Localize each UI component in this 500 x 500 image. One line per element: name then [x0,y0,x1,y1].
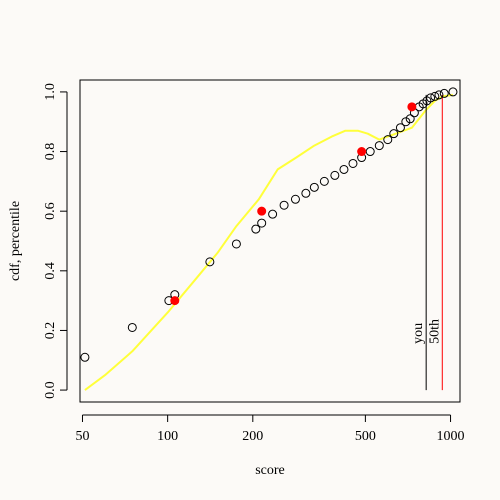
open-point [395,123,405,133]
x-axis: 50 100 200 500 1000 [75,414,465,444]
open-point [301,188,311,198]
open-point [319,176,329,186]
open-point [309,182,319,192]
open-point [279,200,289,210]
open-point [205,257,215,267]
open-point [339,164,349,174]
open-point [127,322,137,332]
open-point [257,218,267,228]
open-point [383,135,393,145]
red-point [357,147,367,157]
open-point [448,87,458,97]
x-tick-label: 500 [355,429,376,444]
open-point [268,209,278,219]
x-tick-label: 200 [242,429,263,444]
open-point [231,239,241,249]
open-points [80,87,458,362]
y-tick-label: 0.2 [43,322,58,340]
y-tick-label: 0.8 [43,143,58,161]
open-point [389,129,399,139]
open-point [439,88,449,98]
open-point [290,194,300,204]
x-tick-label: 50 [75,429,89,444]
y-tick-label: 0.0 [43,381,58,399]
vline-label: you [411,323,426,344]
open-point [405,114,415,124]
cdf-line [84,93,454,391]
reference-lines: you 50th [411,94,443,391]
y-tick-label: 0.6 [43,202,58,220]
open-point [374,141,384,151]
open-point [251,224,261,234]
x-tick-label: 1000 [437,429,465,444]
red-point [407,102,417,112]
open-point [430,91,440,101]
open-point [434,90,444,100]
y-axis: 0.0 0.2 0.4 0.6 0.8 1.0 [43,83,68,399]
open-point [365,147,375,157]
open-point [330,170,340,180]
red-point [170,296,180,306]
y-axis-title: cdf, percentile [8,201,23,281]
red-point [257,206,267,216]
plot-box [79,79,461,403]
y-tick-label: 0.4 [43,262,58,280]
open-point [426,93,436,103]
red-points [170,102,417,306]
y-tick-label: 1.0 [43,83,58,101]
open-point [348,158,358,168]
vline-label: 50th [427,319,442,344]
x-tick-label: 100 [157,429,178,444]
x-axis-title: score [255,463,285,478]
open-point [80,352,90,362]
cdf-line-layer [84,93,454,391]
